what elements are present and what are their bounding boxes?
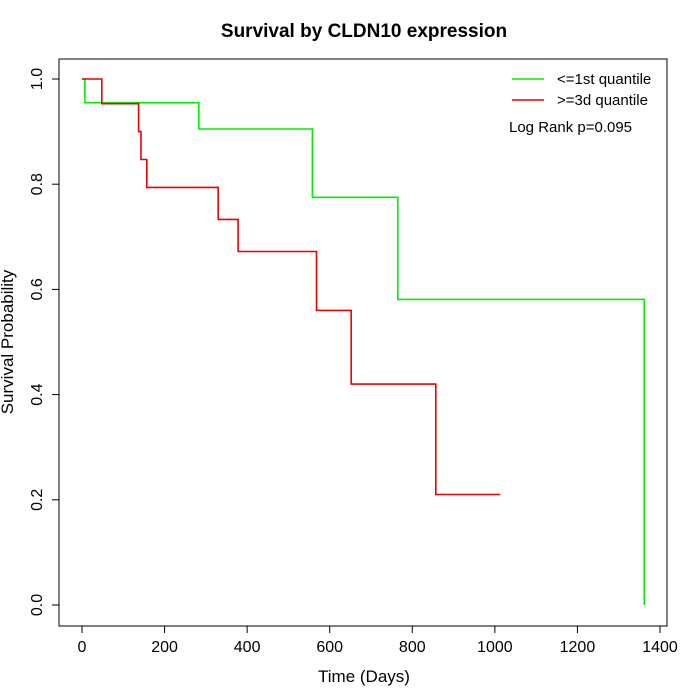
y-tick-label: 0.8 [29, 173, 46, 195]
y-tick-label: 1.0 [29, 68, 46, 90]
y-axis-label: Survival Probability [0, 269, 17, 414]
x-axis: 0 200 400 600 800 1000 1200 1400 [78, 625, 678, 656]
y-tick-label: 0.4 [29, 383, 46, 405]
y-tick-label: 0.6 [29, 278, 46, 300]
y-axis: 0.0 0.2 0.4 0.6 0.8 1.0 [29, 68, 60, 616]
x-tick-label: 1000 [477, 639, 513, 656]
legend-label-0: <=1st quantile [557, 71, 651, 88]
x-tick-label: 600 [316, 639, 343, 656]
series-line-1 [82, 78, 501, 496]
x-tick-label: 400 [234, 639, 261, 656]
series-line-0 [82, 78, 646, 605]
x-tick-label: 0 [78, 639, 87, 656]
x-tick-label: 1200 [560, 639, 596, 656]
legend: <=1st quantile >=3d quantile [512, 71, 651, 109]
y-tick-label: 0.2 [29, 489, 46, 511]
x-tick-label: 1400 [642, 639, 678, 656]
log-rank-annotation: Log Rank p=0.095 [509, 119, 632, 136]
series-layer [82, 78, 646, 605]
chart-title: Survival by CLDN10 expression [221, 21, 507, 42]
x-axis-label: Time (Days) [318, 667, 410, 686]
y-tick-label: 0.0 [29, 594, 46, 616]
x-tick-label: 200 [151, 639, 178, 656]
x-tick-label: 800 [399, 639, 426, 656]
legend-label-1: >=3d quantile [557, 92, 648, 109]
plot-frame [58, 58, 668, 627]
